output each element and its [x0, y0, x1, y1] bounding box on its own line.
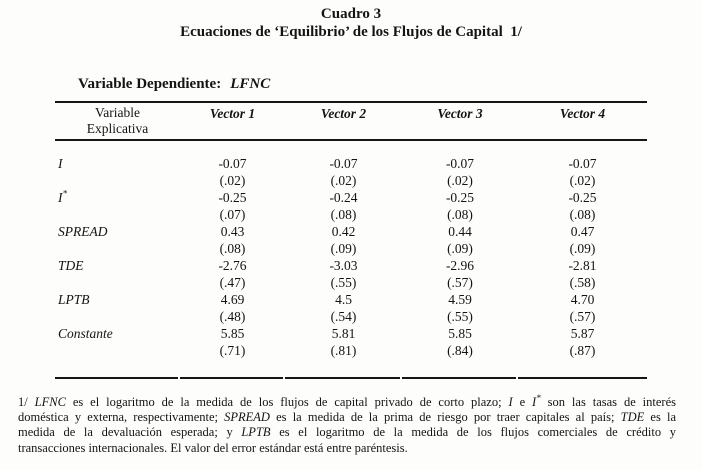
table-cell: (.87)	[569, 343, 596, 358]
table-row: SPREAD 0.43 0.42 0.44 0.47	[55, 223, 647, 240]
table-cell: (.57)	[447, 275, 473, 290]
table-cell: (.08)	[219, 241, 246, 256]
column-header-vector-3: Vector 3	[437, 106, 483, 121]
dependent-variable-label: Variable Dependiente:	[78, 76, 222, 92]
footnote-line-3: medida de la devaluación esperada; y LPT…	[18, 425, 676, 440]
column-header-vector-2: Vector 2	[320, 106, 367, 121]
table-cell: (.55)	[447, 309, 473, 324]
table-cell: (.09)	[330, 241, 357, 256]
table-row-stderr: (.47) (.55) (.57) (.58)	[55, 274, 647, 291]
table-cell: -2.76	[218, 258, 247, 273]
table-cell: (.57)	[569, 309, 596, 324]
table-cell: -0.07	[445, 156, 475, 171]
table-cell: 4.69	[220, 292, 245, 307]
table-cell: (.02)	[219, 173, 246, 188]
table-cell: (.09)	[569, 241, 596, 256]
table-cell: (.08)	[569, 207, 596, 222]
table-number-title: Cuadro 3	[320, 6, 382, 22]
dependent-variable-value: LFNC	[230, 76, 271, 92]
footnote: 1/ LFNC es el logaritmo de la medida de …	[18, 392, 676, 456]
row-header: I*	[58, 188, 67, 205]
results-table: Variable Explicativa Vector 1 Vector 2 V…	[55, 101, 647, 379]
table-cell: (.02)	[447, 173, 473, 188]
table-cell: -0.25	[445, 190, 475, 205]
row-header: SPREAD	[58, 224, 108, 239]
table-cell: -0.24	[329, 190, 358, 205]
table-cell: (.84)	[447, 343, 473, 358]
footnote-line-4: transacciones internacionales. El valor …	[18, 440, 408, 455]
table-row-stderr: (.48) (.54) (.55) (.57)	[55, 308, 647, 325]
table-cell: -0.25	[218, 190, 247, 205]
dependent-variable: Variable Dependiente: LFNC	[78, 76, 270, 93]
table-cell: (.48)	[219, 309, 246, 324]
table-cell: 5.85	[448, 326, 472, 341]
table-row-stderr: (.71) (.81) (.84) (.87)	[55, 342, 647, 359]
footnote-line-2: doméstica y externa, respectivamente; SP…	[18, 410, 676, 425]
table-cell: (.55)	[330, 275, 357, 290]
table-title: Ecuaciones de ‘Equilibrio’ de los Flujos…	[180, 23, 522, 40]
table-cell: (.09)	[447, 241, 473, 256]
row-header: I	[58, 156, 63, 171]
column-header-vector-1: Vector 1	[209, 106, 256, 121]
table-cell: (.71)	[219, 343, 246, 358]
table-cell: -0.07	[218, 156, 247, 171]
table-row-stderr: (.07) (.08) (.08) (.08)	[55, 206, 647, 223]
table-cell: -3.03	[329, 258, 358, 273]
footnote-line-1: 1/ LFNC es el logaritmo de la medida de …	[18, 392, 676, 409]
table-cell: 4.59	[448, 292, 472, 307]
table-cell: (.58)	[569, 275, 596, 290]
table-cell: 0.42	[331, 224, 356, 239]
row-header: LPTB	[58, 292, 90, 307]
table-cell: -0.07	[568, 156, 597, 171]
table-cell: -0.07	[329, 156, 358, 171]
table-cell: -2.81	[568, 258, 597, 273]
table-row: LPTB 4.69 4.5 4.59 4.70	[55, 291, 647, 308]
table-cell: (.47)	[219, 275, 246, 290]
table-row-stderr: (.02) (.02) (.02) (.02)	[55, 172, 647, 189]
table-cell: 5.87	[570, 326, 595, 341]
table-cell: 5.85	[220, 326, 245, 341]
table-cell: 0.43	[220, 224, 245, 239]
table-cell: 4.5	[335, 292, 352, 307]
table-cell: 4.70	[570, 292, 595, 307]
table-cell: (.08)	[447, 207, 473, 222]
table-cell: (.02)	[569, 173, 596, 188]
table-cell: -2.96	[445, 258, 475, 273]
table-cell: (.81)	[330, 343, 357, 358]
table-cell: (.07)	[219, 207, 246, 222]
table-row: Constante 5.85 5.81 5.85 5.87	[55, 325, 647, 342]
table-row: TDE -2.76 -3.03 -2.96 -2.81	[55, 257, 647, 274]
table-bottom-rule	[55, 377, 647, 379]
table-top-rule	[55, 101, 647, 103]
table-row: I* -0.25 -0.24 -0.25 -0.25	[55, 189, 647, 206]
column-header-vector-4: Vector 4	[559, 106, 606, 121]
table-row: I -0.07 -0.07 -0.07 -0.07	[55, 155, 647, 172]
row-header: Constante	[58, 326, 113, 341]
table-row-stderr: (.08) (.09) (.09) (.09)	[55, 240, 647, 257]
title-block: Cuadro 3 Ecuaciones de ‘Equilibrio’ de l…	[0, 6, 702, 41]
table-body: I -0.07 -0.07 -0.07 -0.07 (.02) (.02) (.…	[55, 141, 647, 359]
table-cell: (.54)	[330, 309, 357, 324]
table-cell: (.02)	[330, 173, 357, 188]
table-header-row: Variable Explicativa Vector 1 Vector 2 V…	[55, 103, 647, 139]
row-header: TDE	[58, 258, 84, 273]
table-cell: 0.47	[570, 224, 595, 239]
table-cell: (.08)	[330, 207, 357, 222]
table-cell: 5.81	[331, 326, 356, 341]
table-cell: 0.44	[448, 224, 472, 239]
column-header-variable: Variable Explicativa	[86, 105, 149, 136]
table-header-rule	[55, 139, 647, 141]
table-cell: -0.25	[568, 190, 597, 205]
